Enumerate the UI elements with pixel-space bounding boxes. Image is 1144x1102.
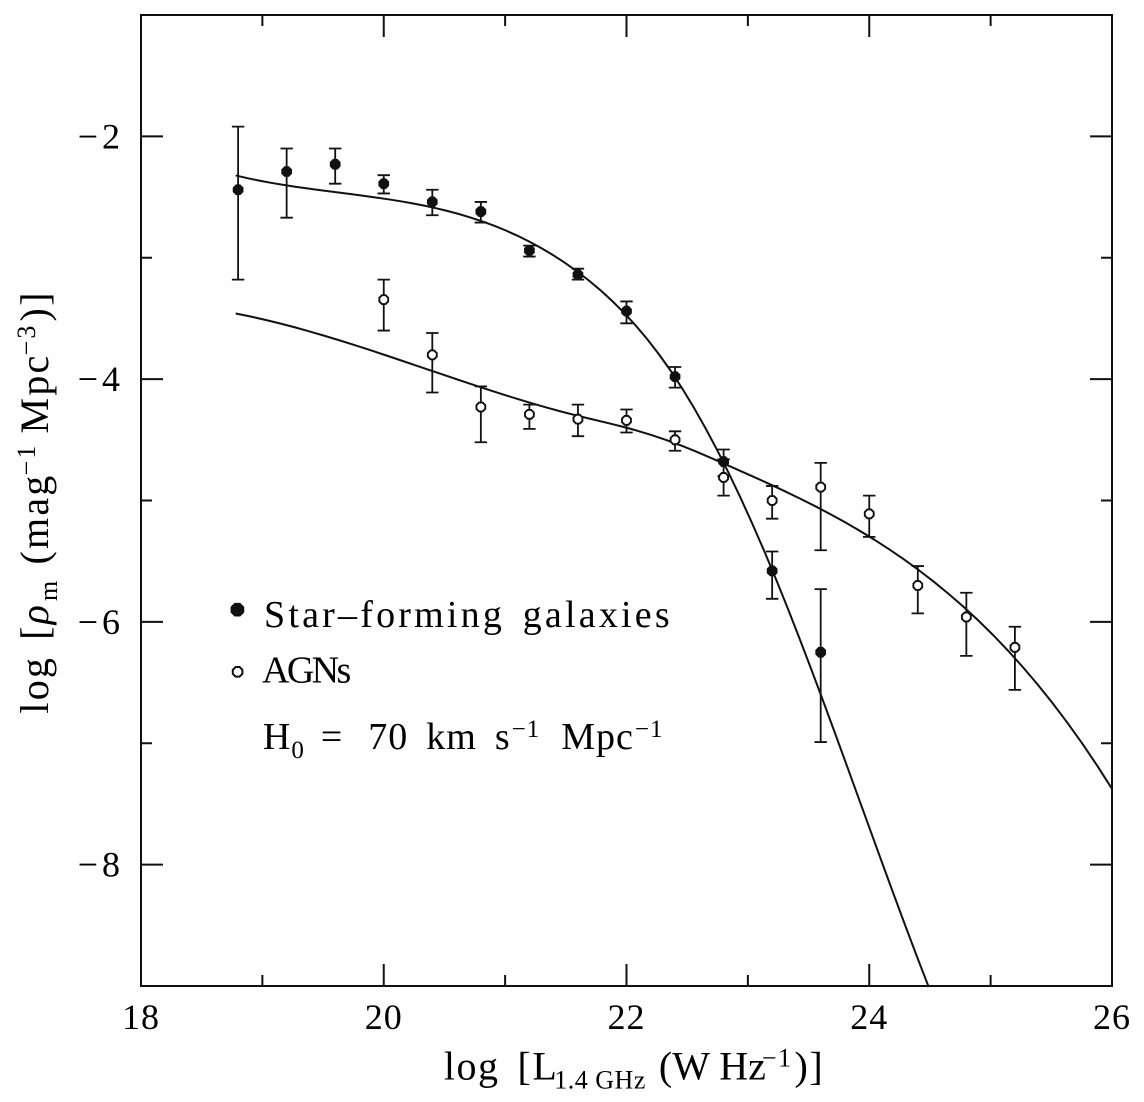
svg-text:20: 20 xyxy=(365,997,403,1037)
svg-text:26: 26 xyxy=(1093,997,1131,1037)
svg-text:24: 24 xyxy=(850,997,888,1037)
svg-text:−2: −2 xyxy=(78,116,124,156)
svg-text:18: 18 xyxy=(122,997,160,1037)
svg-text:−4: −4 xyxy=(78,359,124,399)
svg-text:22: 22 xyxy=(608,997,646,1037)
svg-text:−8: −8 xyxy=(78,845,124,885)
svg-text:−6: −6 xyxy=(78,602,124,642)
svg-text:AGNs: AGNs xyxy=(262,649,351,691)
svg-text:Star–forming galaxies: Star–forming galaxies xyxy=(264,594,673,636)
